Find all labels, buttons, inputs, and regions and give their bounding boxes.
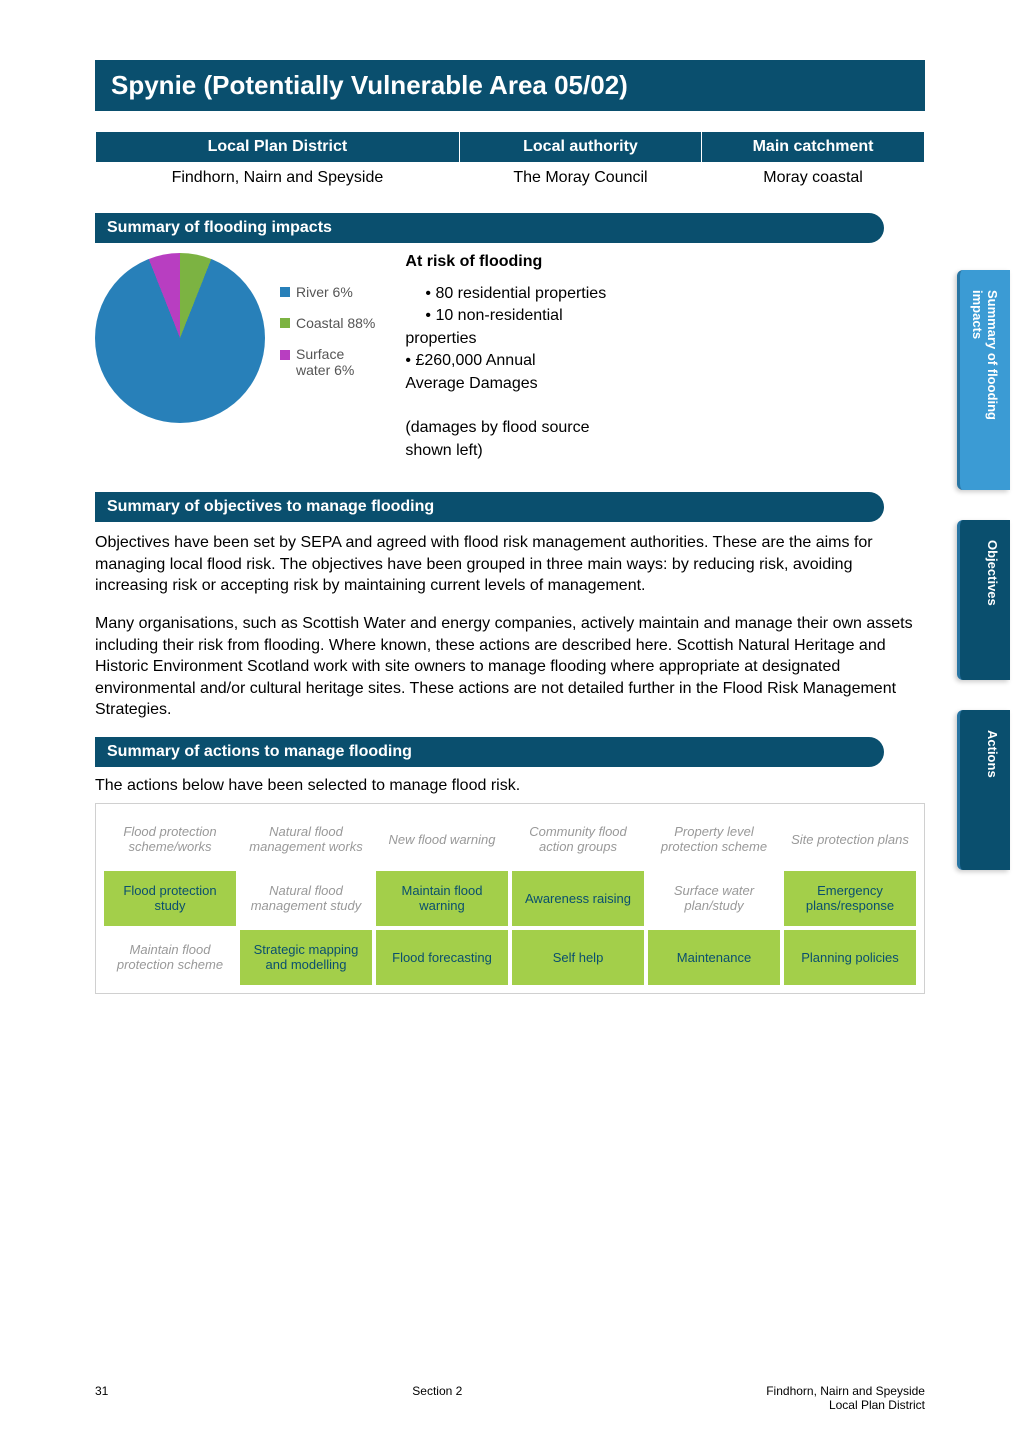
legend-coastal: Coastal 88% bbox=[280, 315, 375, 331]
action-cell-2-0: Maintain flood protection scheme bbox=[104, 930, 236, 985]
pie-chart bbox=[95, 253, 265, 423]
risk-title: At risk of flooding bbox=[405, 253, 925, 271]
th-district: Local Plan District bbox=[96, 132, 460, 163]
th-catchment: Main catchment bbox=[702, 132, 925, 163]
pie-legend: River 6% Coastal 88% Surfacewater 6% bbox=[280, 284, 375, 393]
legend-surface: Surfacewater 6% bbox=[280, 346, 375, 378]
legend-surface-label: Surfacewater 6% bbox=[296, 346, 354, 378]
action-cell-1-5: Emergency plans/response bbox=[784, 871, 916, 926]
footer-page: 31 bbox=[95, 1384, 108, 1412]
pie-section: River 6% Coastal 88% Surfacewater 6% bbox=[95, 253, 375, 423]
action-cell-2-4: Maintenance bbox=[648, 930, 780, 985]
th-authority: Local authority bbox=[459, 132, 701, 163]
action-cell-1-4: Surface water plan/study bbox=[648, 871, 780, 926]
footer: 31 Section 2 Findhorn, Nairn and Speysid… bbox=[0, 1384, 1020, 1412]
footer-right2: Local Plan District bbox=[829, 1398, 925, 1412]
swatch-river bbox=[280, 287, 290, 297]
risk-line-1: • 10 non-residential bbox=[405, 305, 925, 327]
action-cell-1-2: Maintain flood warning bbox=[376, 871, 508, 926]
footer-right: Findhorn, Nairn and Speyside Local Plan … bbox=[766, 1384, 925, 1412]
side-tab-objectives[interactable]: Objectives bbox=[957, 520, 1010, 680]
district-table: Local Plan District Local authority Main… bbox=[95, 131, 925, 193]
td-district: Findhorn, Nairn and Speyside bbox=[96, 163, 460, 194]
footer-right1: Findhorn, Nairn and Speyside bbox=[766, 1384, 925, 1398]
footer-section: Section 2 bbox=[412, 1384, 462, 1412]
legend-river: River 6% bbox=[280, 284, 375, 300]
risk-line-3: • £260,000 Annual bbox=[405, 350, 925, 372]
damages-note-1: (damages by flood source bbox=[405, 417, 925, 439]
impacts-header: Summary of flooding impacts bbox=[95, 213, 884, 243]
action-cell-1-1: Natural flood management study bbox=[240, 871, 372, 926]
risk-line-2: properties bbox=[405, 328, 925, 350]
actions-intro: The actions below have been selected to … bbox=[95, 777, 925, 795]
action-cell-2-1: Strategic mapping and modelling bbox=[240, 930, 372, 985]
objectives-para1: Objectives have been set by SEPA and agr… bbox=[95, 532, 925, 597]
action-cell-0-0: Flood protection scheme/works bbox=[104, 812, 236, 867]
action-cell-0-4: Property level protection scheme bbox=[648, 812, 780, 867]
action-cell-1-0: Flood protection study bbox=[104, 871, 236, 926]
action-cell-0-3: Community flood action groups bbox=[512, 812, 644, 867]
action-cell-0-5: Site protection plans bbox=[784, 812, 916, 867]
actions-header: Summary of actions to manage flooding bbox=[95, 737, 884, 767]
td-catchment: Moray coastal bbox=[702, 163, 925, 194]
action-cell-2-3: Self help bbox=[512, 930, 644, 985]
page-title: Spynie (Potentially Vulnerable Area 05/0… bbox=[95, 60, 925, 111]
legend-river-label: River 6% bbox=[296, 284, 353, 300]
risk-list: • 80 residential properties • 10 non-res… bbox=[405, 283, 925, 462]
risk-line-0: • 80 residential properties bbox=[405, 283, 925, 305]
side-tab-impacts[interactable]: Summary of flooding impacts bbox=[957, 270, 1010, 490]
objectives-para2: Many organisations, such as Scottish Wat… bbox=[95, 613, 925, 721]
objectives-header: Summary of objectives to manage flooding bbox=[95, 492, 884, 522]
action-cell-0-1: Natural flood management works bbox=[240, 812, 372, 867]
risk-line-4: Average Damages bbox=[405, 373, 925, 395]
action-cell-2-2: Flood forecasting bbox=[376, 930, 508, 985]
swatch-surface bbox=[280, 350, 290, 360]
action-cell-1-3: Awareness raising bbox=[512, 871, 644, 926]
legend-coastal-label: Coastal 88% bbox=[296, 315, 375, 331]
side-tab-actions[interactable]: Actions bbox=[957, 710, 1010, 870]
impacts-row: River 6% Coastal 88% Surfacewater 6% At … bbox=[95, 253, 925, 462]
actions-grid: Flood protection scheme/worksNatural flo… bbox=[95, 803, 925, 994]
damages-note-2: shown left) bbox=[405, 440, 925, 462]
risk-section: At risk of flooding • 80 residential pro… bbox=[405, 253, 925, 462]
action-cell-2-5: Planning policies bbox=[784, 930, 916, 985]
action-cell-0-2: New flood warning bbox=[376, 812, 508, 867]
swatch-coastal bbox=[280, 318, 290, 328]
td-authority: The Moray Council bbox=[459, 163, 701, 194]
side-tabs: Summary of flooding impacts Objectives A… bbox=[957, 270, 1010, 870]
